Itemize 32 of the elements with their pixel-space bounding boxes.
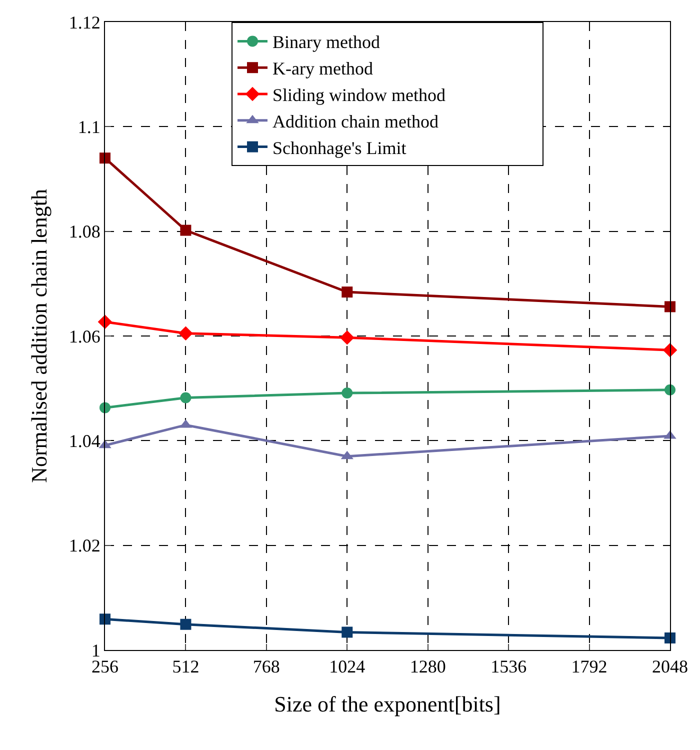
legend-label: Binary method bbox=[272, 32, 380, 52]
y-tick-label: 1.1 bbox=[78, 116, 100, 137]
x-tick-label: 1792 bbox=[571, 656, 608, 677]
y-tick-label: 1.12 bbox=[68, 12, 100, 32]
x-tick-label: 1280 bbox=[410, 656, 446, 677]
point bbox=[340, 330, 354, 345]
x-tick-label: 1024 bbox=[329, 656, 366, 677]
point bbox=[664, 301, 676, 312]
x-tick-label: 512 bbox=[172, 656, 200, 677]
point bbox=[180, 392, 192, 404]
x-tick-label: 768 bbox=[252, 656, 280, 677]
point bbox=[342, 626, 353, 638]
x-tick-label: 2048 bbox=[652, 656, 688, 677]
legend-label: Addition chain method bbox=[272, 111, 438, 132]
point bbox=[100, 614, 110, 625]
y-axis-title: Normalised addition chain length bbox=[26, 189, 52, 483]
y-tick-label: 1.04 bbox=[68, 430, 100, 451]
point bbox=[100, 152, 110, 164]
point bbox=[180, 224, 192, 236]
legend-label: Schonhage's Limit bbox=[272, 138, 406, 158]
point bbox=[180, 618, 192, 630]
x-axis-title: Size of the exponent[bits] bbox=[274, 692, 501, 716]
y-tick-label: 1.02 bbox=[68, 536, 100, 556]
x-tick-label: 1536 bbox=[490, 656, 527, 677]
y-tick-label: 1.06 bbox=[68, 326, 100, 346]
point bbox=[664, 632, 676, 644]
legend-label: Sliding window method bbox=[272, 85, 446, 106]
point bbox=[342, 388, 353, 399]
point bbox=[178, 326, 193, 341]
legend-label: K-ary method bbox=[272, 58, 373, 79]
point bbox=[342, 286, 353, 298]
y-tick-label: 1.08 bbox=[68, 222, 100, 242]
